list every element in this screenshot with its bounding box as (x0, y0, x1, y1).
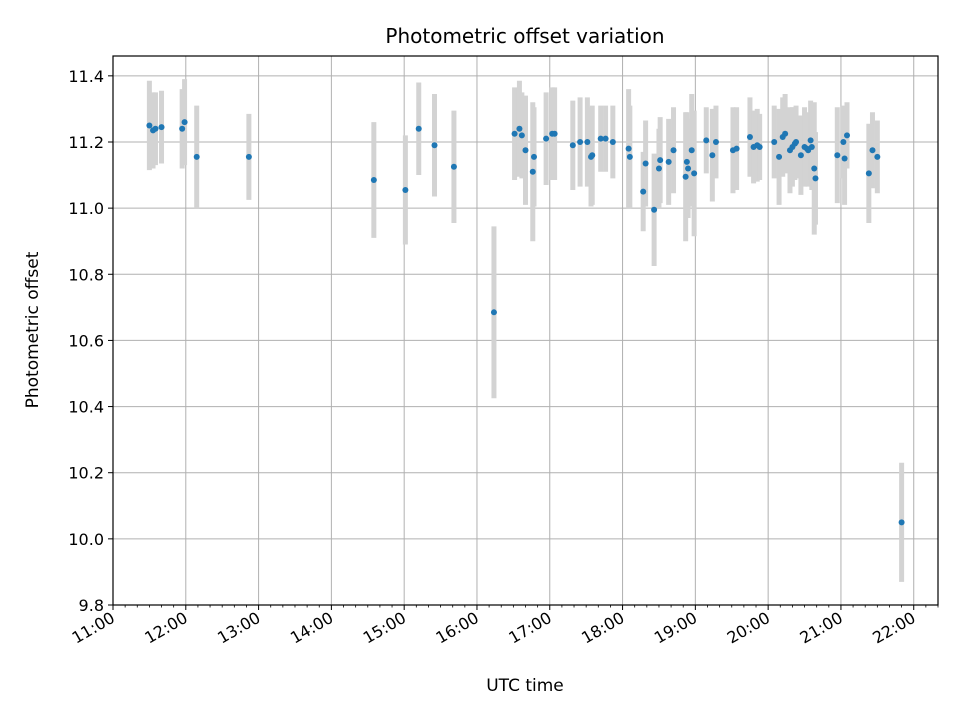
data-point (688, 147, 695, 154)
chart-title: Photometric offset variation (385, 24, 664, 48)
data-point (625, 145, 632, 152)
y-tick-label: 10.8 (68, 265, 104, 284)
data-point (840, 138, 847, 145)
y-tick-label: 10.0 (68, 530, 104, 549)
data-point (807, 137, 814, 144)
data-point (569, 142, 576, 149)
data-point (529, 168, 536, 175)
data-point (771, 138, 778, 145)
data-point (834, 152, 841, 159)
data-point (683, 158, 690, 165)
data-point (844, 132, 851, 139)
x-axis-title: UTC time (486, 676, 564, 696)
data-point (642, 160, 649, 167)
data-point (685, 165, 692, 172)
data-point (522, 147, 529, 154)
data-point (898, 519, 905, 526)
data-point (597, 135, 604, 142)
data-point (518, 132, 525, 139)
data-point (181, 119, 188, 126)
data-point (793, 138, 800, 145)
data-point (626, 153, 633, 160)
data-point (703, 137, 710, 144)
y-tick-label: 11.4 (68, 67, 104, 86)
data-point (756, 143, 763, 150)
data-point (158, 124, 165, 131)
data-point (670, 147, 677, 154)
y-tick-label: 10.6 (68, 331, 104, 350)
data-point (402, 186, 409, 193)
y-tick-label: 11.0 (68, 199, 104, 218)
y-axis: 9.8 10.0 10.2 10.4 10.6 10.8 11.0 11.2 11.4 (68, 67, 113, 615)
data-point (812, 175, 819, 182)
data-point (811, 165, 818, 172)
data-point (733, 145, 740, 152)
data-point (655, 165, 662, 172)
data-point (516, 125, 523, 132)
data-point (782, 130, 789, 137)
data-point (776, 153, 783, 160)
data-point (146, 122, 153, 129)
data-point (691, 170, 698, 177)
data-point (841, 155, 848, 162)
data-point (657, 157, 664, 164)
data-point (551, 130, 558, 137)
data-point (746, 134, 753, 141)
y-axis-title: Photometric offset (23, 251, 43, 408)
data-point (179, 125, 186, 132)
data-point (665, 158, 672, 165)
data-point (602, 135, 609, 142)
data-point (415, 125, 422, 132)
data-point (651, 206, 658, 213)
y-tick-label: 11.2 (68, 133, 104, 152)
data-point (370, 177, 377, 184)
data-point (584, 138, 591, 145)
data-point (193, 153, 200, 160)
data-point (609, 138, 616, 145)
data-point (869, 147, 876, 154)
data-point (589, 152, 596, 159)
data-point (450, 163, 457, 170)
y-tick-label: 10.2 (68, 464, 104, 483)
data-point (245, 153, 252, 160)
data-point (797, 152, 804, 159)
data-point (640, 188, 647, 195)
data-point (490, 309, 497, 316)
y-tick-label: 9.8 (79, 596, 104, 615)
data-point (865, 170, 872, 177)
data-point (530, 153, 537, 160)
data-point (577, 138, 584, 145)
data-point (709, 152, 716, 159)
y-tick-label: 10.4 (68, 398, 104, 417)
data-point (874, 153, 881, 160)
data-point (808, 143, 815, 150)
data-point (511, 130, 518, 137)
data-points (146, 119, 905, 526)
data-point (152, 125, 159, 132)
data-point (712, 138, 719, 145)
data-point (543, 135, 550, 142)
data-point (431, 142, 438, 149)
data-point (682, 173, 689, 180)
